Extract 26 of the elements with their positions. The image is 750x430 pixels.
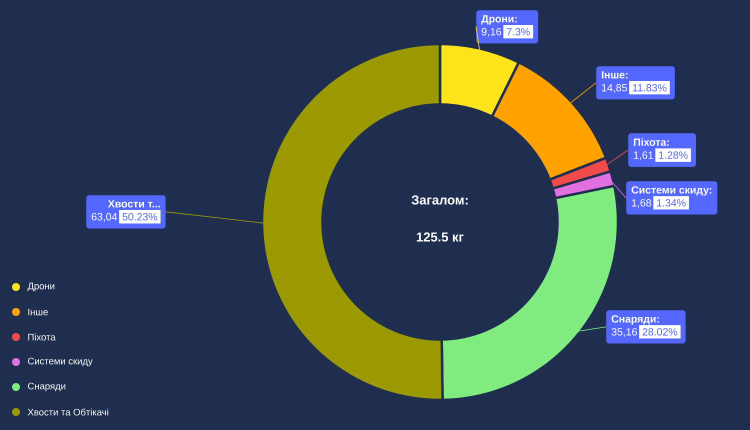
- legend-label: Снаряди: [28, 382, 66, 392]
- text: 1.34%: [657, 199, 686, 207]
- text: Системи скиду:: [632, 186, 712, 196]
- text: 7.3%: [506, 28, 530, 36]
- text: 125.5 кг: [416, 232, 464, 242]
- text: 1.28%: [659, 151, 688, 159]
- data-label: 63,04: [92, 213, 118, 222]
- data-label: 35,16: [612, 328, 637, 337]
- legend-label: Піхота: [28, 334, 56, 340]
- legend-label: Дрони: [28, 282, 54, 292]
- text: Снаряди:: [612, 315, 659, 325]
- text: Загалом:: [411, 195, 468, 205]
- text: Хвости т...: [108, 200, 160, 208]
- text: 11.83%: [632, 84, 666, 92]
- data-label: 1,61: [634, 151, 654, 160]
- data-label: 9,16: [482, 28, 502, 37]
- text: Дрони:: [481, 15, 517, 25]
- text: Інше:: [602, 71, 628, 78]
- text: 28.02%: [642, 328, 678, 336]
- legend-label: Інше: [28, 308, 48, 316]
- text: Піхота:: [634, 138, 669, 146]
- text: 50.23%: [122, 213, 158, 220]
- legend-label: Хвости та Обтікачі: [28, 408, 108, 416]
- data-label: 1,68: [632, 199, 652, 208]
- legend-label: Системи скиду: [28, 358, 93, 366]
- data-label: 14,85: [602, 84, 627, 93]
